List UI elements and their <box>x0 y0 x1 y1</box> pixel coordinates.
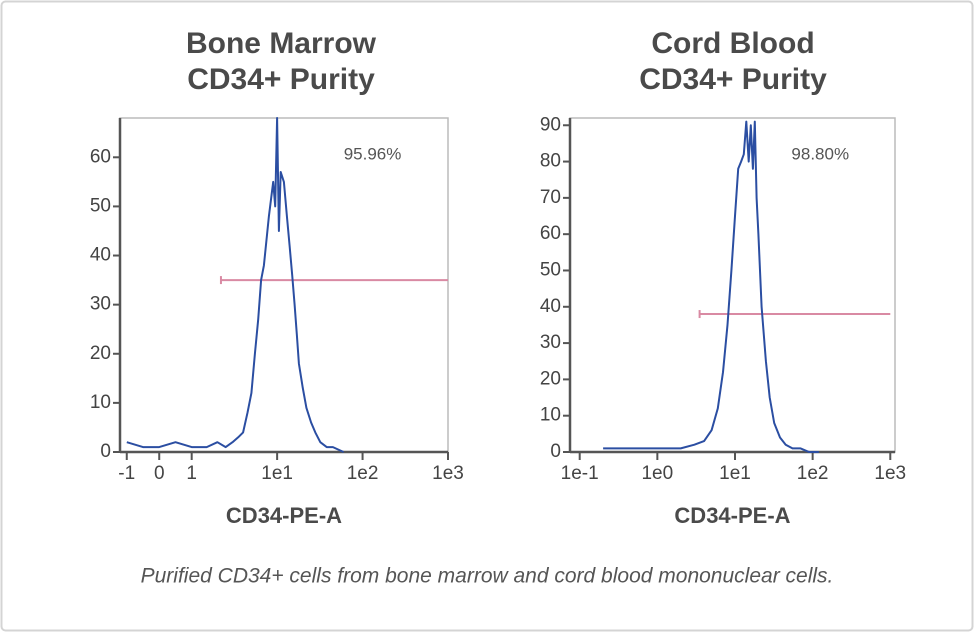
x-tick-label: -1 <box>118 463 135 484</box>
annotation: 98.80% <box>791 144 849 163</box>
histogram-line <box>126 117 345 453</box>
y-tick-label: 80 <box>540 151 561 172</box>
caption: Purified CD34+ cells from bone marrow an… <box>141 565 834 588</box>
x-tick-label: 0 <box>154 463 165 484</box>
y-tick-label: 40 <box>90 245 111 266</box>
x-tick-label: 1e-1 <box>561 463 599 484</box>
y-tick-label: 50 <box>540 259 561 280</box>
histogram-line <box>603 120 819 453</box>
y-tick-label: 70 <box>540 187 561 208</box>
chart-title: CD34+ Purity <box>187 63 375 96</box>
x-tick-label: 1 <box>186 463 197 484</box>
annotation: 95.96% <box>344 144 402 163</box>
x-tick-label: 1e2 <box>797 463 829 484</box>
y-tick-label: 50 <box>90 195 111 216</box>
y-tick-label: 90 <box>540 114 561 135</box>
y-tick-label: 40 <box>540 296 561 317</box>
x-tick-label: 1e3 <box>874 463 906 484</box>
chart-title: Cord Blood <box>651 27 814 60</box>
chart-title: Bone Marrow <box>186 27 377 60</box>
chart-title: CD34+ Purity <box>639 63 827 96</box>
y-tick-label: 20 <box>540 368 561 389</box>
y-tick-label: 60 <box>540 223 561 244</box>
y-tick-label: 0 <box>550 441 561 462</box>
y-tick-label: 10 <box>90 392 111 413</box>
y-tick-label: 30 <box>90 294 111 315</box>
y-tick-label: 10 <box>540 405 561 426</box>
y-tick-label: 20 <box>90 343 111 364</box>
x-tick-label: 1e3 <box>432 463 464 484</box>
x-tick-label: 1e2 <box>347 463 379 484</box>
x-axis-label: CD34-PE-A <box>674 503 790 528</box>
x-tick-label: 1e1 <box>719 463 751 484</box>
y-tick-label: 60 <box>90 146 111 167</box>
x-tick-label: 1e1 <box>261 463 293 484</box>
y-tick-label: 0 <box>100 441 111 462</box>
x-tick-label: 1e0 <box>641 463 673 484</box>
x-axis-label: CD34-PE-A <box>226 503 342 528</box>
y-tick-label: 30 <box>540 332 561 353</box>
